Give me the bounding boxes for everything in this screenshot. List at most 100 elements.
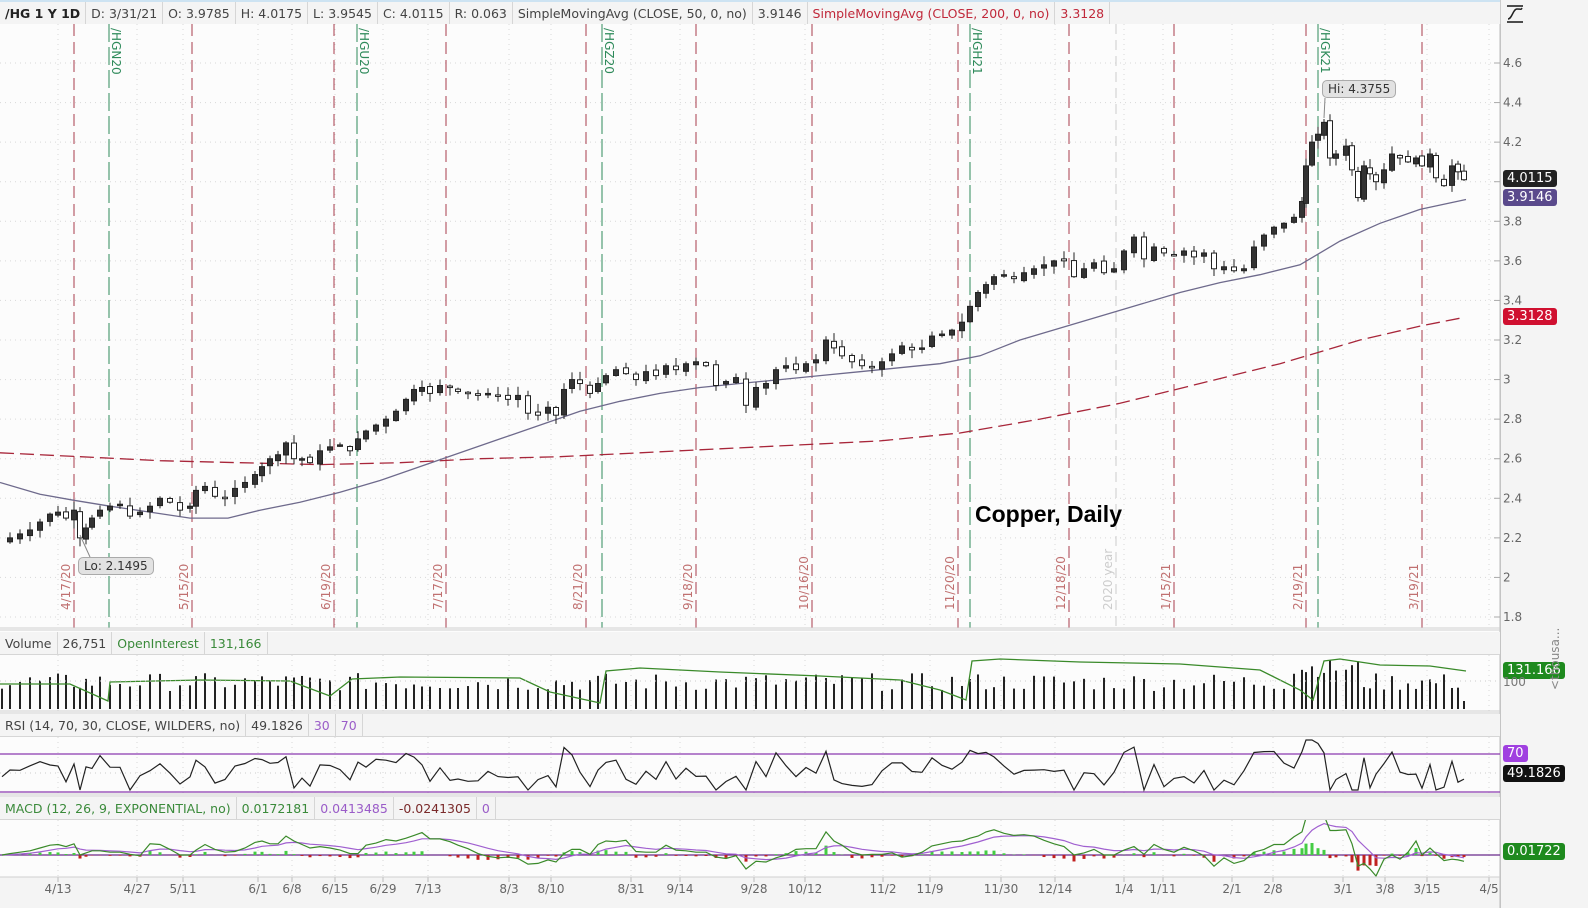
candle-body bbox=[1427, 153, 1433, 168]
candle-body bbox=[713, 364, 719, 387]
date-axis-label: 8/10 bbox=[538, 882, 565, 896]
candle-body bbox=[753, 386, 759, 408]
studies-icon[interactable] bbox=[1505, 4, 1525, 24]
candle-body bbox=[242, 481, 248, 488]
high-value: H: 4.0175 bbox=[236, 2, 309, 24]
price-axis-label: 3.6 bbox=[1503, 254, 1522, 268]
candle-body bbox=[27, 529, 33, 537]
low-pointer bbox=[79, 534, 91, 558]
close-value: C: 4.0115 bbox=[378, 2, 450, 24]
candle-body bbox=[783, 365, 789, 369]
candle-body bbox=[1381, 169, 1387, 184]
candle-body bbox=[813, 359, 819, 364]
macd-diff: -0.0241305 bbox=[394, 797, 477, 819]
price-axis-label: 3.2 bbox=[1503, 333, 1522, 347]
candle-body bbox=[1291, 216, 1297, 223]
sma50-label[interactable]: SimpleMovingAvg (CLOSE, 50, 0, no) bbox=[513, 2, 753, 24]
candle-body bbox=[1251, 246, 1257, 269]
volume-panel bbox=[0, 655, 1500, 711]
candle-body bbox=[252, 474, 258, 485]
volume-label[interactable]: Volume bbox=[0, 632, 58, 654]
sma50-badge: 3.9146 bbox=[1503, 189, 1557, 206]
expiry-label: 1/15/21 bbox=[1159, 564, 1173, 610]
candle-body bbox=[89, 517, 95, 528]
candle-body bbox=[1441, 178, 1447, 187]
sma200-badge: 3.3128 bbox=[1503, 308, 1557, 325]
price-axis-label: 1.8 bbox=[1503, 610, 1522, 624]
expiry-label: 5/15/20 bbox=[177, 564, 191, 610]
candle-body bbox=[1041, 264, 1047, 269]
expiry-label: 9/18/20 bbox=[681, 564, 695, 610]
macd-study-header: MACD (12, 26, 9, EXPONENTIAL, no) 0.0172… bbox=[0, 797, 1500, 820]
macd-avg-line bbox=[1, 822, 1465, 861]
candle-body bbox=[355, 438, 361, 450]
price-axis-label: 2 bbox=[1503, 570, 1511, 584]
sma200-label[interactable]: SimpleMovingAvg (CLOSE, 200, 0, no) bbox=[808, 2, 1056, 24]
macd-label[interactable]: MACD (12, 26, 9, EXPONENTIAL, no) bbox=[0, 797, 237, 819]
candle-body bbox=[1131, 236, 1137, 254]
price-axis-label: 3 bbox=[1503, 373, 1511, 387]
candle-body bbox=[127, 505, 133, 517]
low-value: L: 3.9545 bbox=[308, 2, 378, 24]
date-axis-label: 6/15 bbox=[322, 882, 349, 896]
date-axis-label: 9/14 bbox=[667, 882, 694, 896]
expiry-label: 10/16/20 bbox=[797, 556, 811, 610]
candle-body bbox=[623, 367, 629, 375]
high-pointer bbox=[1323, 97, 1326, 119]
candle-body bbox=[1211, 252, 1217, 270]
candle-body bbox=[447, 385, 453, 389]
candle-body bbox=[929, 335, 935, 347]
date-axis-label: 3/15 bbox=[1414, 882, 1441, 896]
candle-body bbox=[793, 363, 799, 371]
candle-body bbox=[1141, 236, 1147, 260]
candle-body bbox=[259, 466, 265, 477]
candle-body bbox=[1455, 163, 1461, 173]
candle-body bbox=[1071, 260, 1077, 278]
open-interest-value: 131,166 bbox=[205, 632, 268, 654]
candle-body bbox=[465, 391, 471, 395]
candle-body bbox=[633, 373, 639, 381]
candle-body bbox=[1281, 222, 1287, 229]
candle-body bbox=[232, 487, 238, 497]
symbol-label[interactable]: /HG 1 Y 1D bbox=[0, 2, 87, 24]
rsi-label[interactable]: RSI (14, 70, 30, CLOSE, WILDERS, no) bbox=[0, 714, 247, 736]
date-axis-label: 12/14 bbox=[1038, 882, 1073, 896]
candle-body bbox=[1389, 153, 1395, 171]
candle-body bbox=[393, 410, 399, 422]
date-axis-label: 5/11 bbox=[170, 882, 197, 896]
macd-zero: 0 bbox=[477, 797, 496, 819]
expiry-label: 6/19/20 bbox=[319, 564, 333, 610]
candle-body bbox=[37, 521, 43, 531]
volume-axis-tick: 100 bbox=[1503, 675, 1526, 689]
date-axis-label: 6/8 bbox=[282, 882, 301, 896]
date-axis-label: 4/13 bbox=[45, 882, 72, 896]
volume-units-label: <thousa... bbox=[1548, 627, 1562, 690]
range-value: R: 0.063 bbox=[450, 2, 513, 24]
sma200-value: 3.3128 bbox=[1055, 2, 1111, 24]
candle-body bbox=[1367, 167, 1373, 175]
candle-body bbox=[1181, 250, 1187, 256]
time-axis bbox=[0, 877, 1500, 908]
candle-body bbox=[1397, 154, 1403, 159]
candle-body bbox=[427, 386, 433, 394]
price-panel bbox=[0, 24, 1500, 628]
expiry-label: 11/20/20 bbox=[943, 556, 957, 610]
candle-body bbox=[107, 505, 113, 511]
date-axis-label: 6/29 bbox=[370, 882, 397, 896]
candle-body bbox=[327, 446, 333, 451]
candle-body bbox=[1191, 250, 1197, 258]
candle-body bbox=[975, 292, 981, 308]
candle-body bbox=[157, 497, 163, 507]
contract-roll-label: /HGU20 bbox=[357, 28, 371, 74]
open-interest-label[interactable]: OpenInterest bbox=[112, 632, 205, 654]
expiry-label: 8/21/20 bbox=[571, 564, 585, 610]
macd-line bbox=[1, 809, 1465, 878]
candle-body bbox=[137, 511, 143, 516]
sma200-line bbox=[0, 317, 1461, 466]
candle-body bbox=[317, 450, 323, 465]
candle-body bbox=[515, 394, 521, 401]
candle-body bbox=[1327, 120, 1333, 159]
expiry-label: 7/17/20 bbox=[431, 564, 445, 610]
candle-body bbox=[187, 505, 193, 509]
